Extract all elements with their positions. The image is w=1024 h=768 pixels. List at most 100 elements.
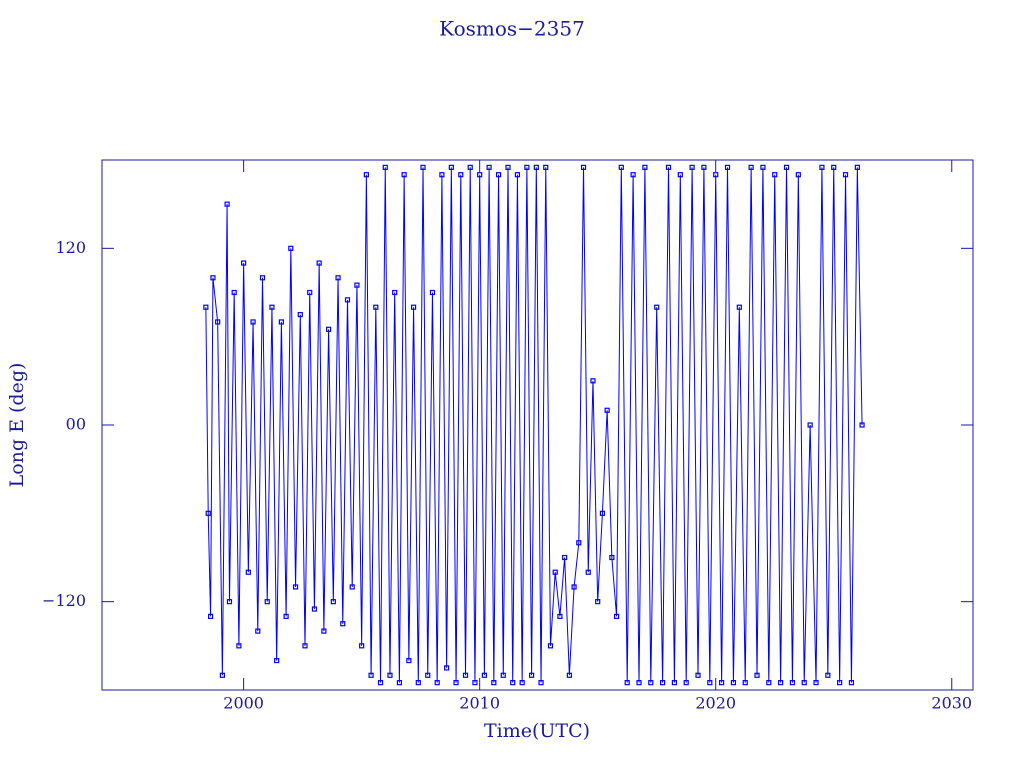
point-marker: [326, 326, 332, 332]
point-marker: [264, 599, 270, 605]
point-marker: [207, 613, 214, 619]
point-marker: [689, 164, 695, 170]
point-marker: [524, 164, 530, 170]
point-marker: [245, 569, 251, 575]
x-tick-label: 2010: [459, 694, 500, 713]
point-marker: [552, 569, 558, 575]
point-marker: [783, 164, 790, 170]
point-marker: [439, 172, 445, 178]
point-marker: [677, 172, 683, 178]
point-marker: [854, 164, 860, 170]
point-marker: [742, 680, 748, 686]
point-marker: [713, 172, 719, 178]
y-tick-label: −120: [42, 591, 86, 610]
point-marker: [444, 665, 450, 671]
point-marker: [654, 304, 660, 310]
point-marker: [789, 680, 796, 686]
point-marker: [297, 311, 303, 318]
point-marker: [571, 584, 577, 590]
point-marker: [665, 164, 672, 170]
point-marker: [562, 554, 568, 561]
point-marker: [415, 680, 421, 686]
point-marker: [543, 164, 549, 170]
point-marker: [448, 164, 454, 170]
point-marker: [255, 628, 261, 634]
point-marker: [302, 643, 308, 649]
point-marker: [330, 599, 336, 605]
point-marker: [514, 172, 521, 178]
point-marker: [825, 672, 831, 678]
x-tick-label: 2030: [931, 694, 972, 713]
point-marker: [801, 680, 807, 686]
point-marker: [392, 289, 398, 296]
point-marker: [613, 613, 620, 619]
y-tick-label: 00: [66, 415, 86, 434]
point-marker: [406, 657, 412, 664]
point-marker: [344, 297, 351, 303]
point-marker: [429, 289, 436, 296]
point-marker: [807, 422, 813, 428]
point-marker: [660, 680, 666, 686]
point-marker: [671, 680, 678, 686]
point-marker: [778, 680, 784, 686]
point-marker: [425, 672, 431, 678]
point-marker: [472, 680, 478, 686]
point-marker: [636, 680, 642, 686]
point-marker: [307, 289, 313, 296]
point-marker: [595, 599, 601, 605]
point-marker: [557, 613, 563, 619]
point-marker: [813, 680, 819, 686]
point-marker: [335, 275, 341, 281]
point-marker: [599, 510, 606, 516]
point-marker: [642, 164, 648, 170]
point-marker: [373, 304, 379, 310]
chart-title: Kosmos−2357: [439, 17, 585, 41]
point-marker: [278, 319, 284, 325]
point-marker: [766, 680, 772, 686]
point-marker: [462, 672, 469, 678]
point-marker: [321, 628, 327, 634]
point-marker: [241, 260, 247, 266]
point-marker: [363, 172, 369, 178]
point-marker: [859, 422, 865, 428]
point-marker: [719, 680, 725, 686]
point-marker: [630, 172, 636, 178]
point-marker: [486, 164, 492, 170]
point-marker: [231, 289, 237, 296]
y-axis-label: Long E (deg): [6, 363, 28, 488]
point-marker: [831, 164, 837, 170]
point-marker: [724, 164, 731, 170]
point-marker: [772, 172, 778, 178]
point-marker: [226, 599, 233, 605]
point-marker: [224, 201, 230, 207]
point-marker: [590, 378, 596, 384]
point-marker: [736, 304, 742, 310]
point-marker: [748, 164, 754, 170]
point-marker: [481, 672, 487, 678]
point-marker: [547, 643, 554, 649]
point-marker: [259, 275, 266, 281]
point-marker: [707, 680, 713, 686]
point-marker: [754, 672, 760, 678]
point-marker: [377, 680, 384, 686]
point-marker: [210, 275, 216, 281]
point-marker: [269, 304, 275, 310]
y-tick-label: 120: [55, 238, 86, 257]
point-marker: [467, 164, 473, 170]
point-marker: [576, 540, 582, 546]
point-marker: [453, 680, 459, 686]
point-marker: [618, 164, 624, 170]
point-marker: [510, 680, 516, 686]
point-marker: [340, 621, 346, 627]
point-marker: [624, 680, 630, 686]
point-marker: [477, 172, 483, 178]
point-marker: [387, 672, 393, 678]
point-marker: [219, 672, 225, 678]
point-marker: [505, 164, 511, 170]
point-marker: [401, 172, 407, 178]
point-marker: [368, 672, 374, 678]
x-tick-label: 2000: [223, 694, 264, 713]
point-marker: [292, 584, 299, 590]
